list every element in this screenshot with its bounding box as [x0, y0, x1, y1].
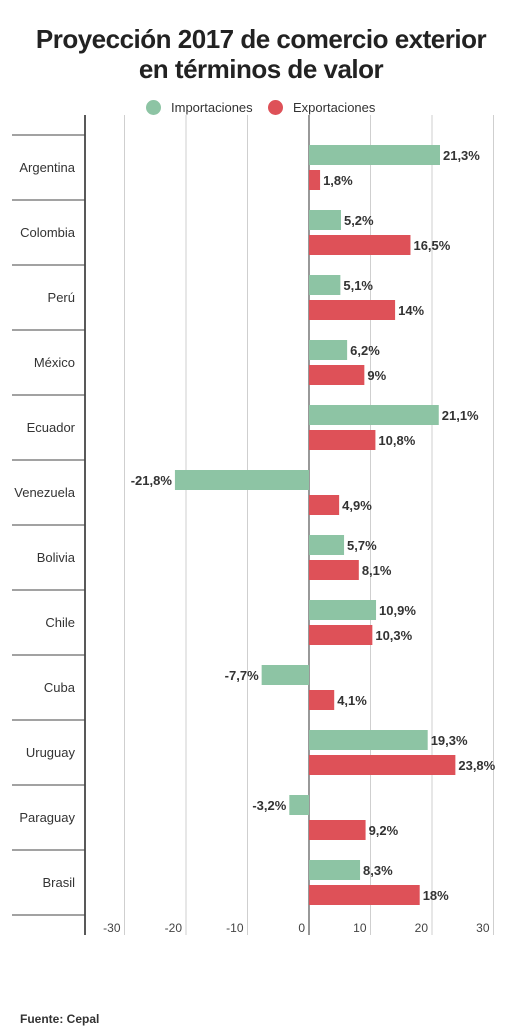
- data-label-1-9: 23,8%: [458, 758, 495, 773]
- category-label-8: Cuba: [44, 680, 76, 695]
- bar-0-1: [309, 210, 341, 230]
- bar-1-5: [309, 495, 340, 515]
- data-label-0-6: 5,7%: [347, 538, 377, 553]
- x-tick-label-2: -10: [226, 921, 244, 935]
- bar-0-9: [309, 730, 428, 750]
- bar-1-2: [309, 300, 396, 320]
- x-tick-label-3: 0: [298, 921, 305, 935]
- bar-0-8: [261, 665, 309, 685]
- data-label-0-10: -3,2%: [252, 798, 286, 813]
- bar-1-4: [309, 430, 376, 450]
- category-label-4: Ecuador: [27, 420, 76, 435]
- data-label-0-5: -21,8%: [131, 473, 173, 488]
- legend-label-importaciones: Importaciones: [171, 99, 253, 115]
- category-label-7: Chile: [45, 615, 75, 630]
- category-label-10: Paraguay: [19, 810, 75, 825]
- bar-0-2: [309, 275, 341, 295]
- data-label-0-2: 5,1%: [343, 278, 373, 293]
- bar-0-11: [309, 860, 361, 880]
- bar-1-8: [309, 690, 335, 710]
- data-label-1-0: 1,8%: [323, 173, 353, 188]
- data-label-1-7: 10,3%: [375, 628, 412, 643]
- legend-item-importaciones: Importaciones: [146, 96, 253, 118]
- category-label-6: Bolivia: [37, 550, 76, 565]
- legend-item-exportaciones: Exportaciones: [268, 96, 375, 118]
- legend-label-exportaciones: Exportaciones: [293, 99, 376, 115]
- data-label-0-4: 21,1%: [442, 408, 479, 423]
- bar-1-3: [309, 365, 365, 385]
- bar-0-3: [309, 340, 348, 360]
- legend: Importaciones Exportaciones: [0, 96, 522, 118]
- bar-1-9: [309, 755, 456, 775]
- bar-0-10: [289, 795, 309, 815]
- data-label-0-7: 10,9%: [379, 603, 416, 618]
- category-label-11: Brasil: [42, 875, 75, 890]
- data-label-1-10: 9,2%: [369, 823, 399, 838]
- category-label-1: Colombia: [20, 225, 76, 240]
- chart-title: Proyección 2017 de comercio exterior en …: [0, 24, 522, 84]
- data-label-0-8: -7,7%: [225, 668, 259, 683]
- data-label-0-9: 19,3%: [431, 733, 468, 748]
- bar-1-0: [309, 170, 321, 190]
- data-label-1-2: 14%: [398, 303, 424, 318]
- data-label-1-11: 18%: [423, 888, 449, 903]
- bar-1-7: [309, 625, 373, 645]
- data-label-1-1: 16,5%: [413, 238, 450, 253]
- bar-1-11: [309, 885, 420, 905]
- data-label-1-8: 4,1%: [337, 693, 367, 708]
- chart-title-line-1: Proyección 2017 de comercio exterior: [35, 24, 487, 54]
- data-label-0-1: 5,2%: [344, 213, 374, 228]
- bar-1-1: [309, 235, 411, 255]
- bar-0-4: [309, 405, 439, 425]
- bar-chart: -30 -20 -10 0 10 20 30 Argentina 21,3% 1,8% Colomb…: [12, 115, 496, 935]
- data-label-0-11: 8,3%: [363, 863, 393, 878]
- bar-0-5: [174, 470, 309, 490]
- data-label-0-3: 6,2%: [350, 343, 380, 358]
- category-label-0: Argentina: [19, 160, 75, 175]
- data-label-1-4: 10,8%: [378, 433, 415, 448]
- data-label-1-5: 4,9%: [342, 498, 372, 513]
- bar-0-0: [309, 145, 440, 165]
- category-label-5: Venezuela: [14, 485, 75, 500]
- category-label-3: México: [34, 355, 75, 370]
- data-label-1-6: 8,1%: [362, 563, 392, 578]
- x-tick-label-6: 30: [476, 921, 490, 935]
- x-tick-label-5: 20: [415, 921, 429, 935]
- x-tick-label-0: -30: [103, 921, 121, 935]
- bar-1-6: [309, 560, 359, 580]
- bar-1-10: [309, 820, 366, 840]
- category-label-9: Uruguay: [26, 745, 76, 760]
- data-label-1-3: 9%: [367, 368, 386, 383]
- legend-swatch-exportaciones: [268, 99, 283, 115]
- bar-0-6: [309, 535, 345, 555]
- legend-swatch-importaciones: [146, 99, 161, 115]
- data-label-0-0: 21,3%: [443, 148, 480, 163]
- chart-title-line-2: en términos de valor: [138, 54, 384, 84]
- x-tick-label-4: 10: [353, 921, 367, 935]
- category-label-2: Perú: [48, 290, 75, 305]
- bar-0-7: [309, 600, 377, 620]
- source-note: Fuente: Cepal: [20, 1012, 100, 1026]
- x-tick-label-1: -20: [165, 921, 183, 935]
